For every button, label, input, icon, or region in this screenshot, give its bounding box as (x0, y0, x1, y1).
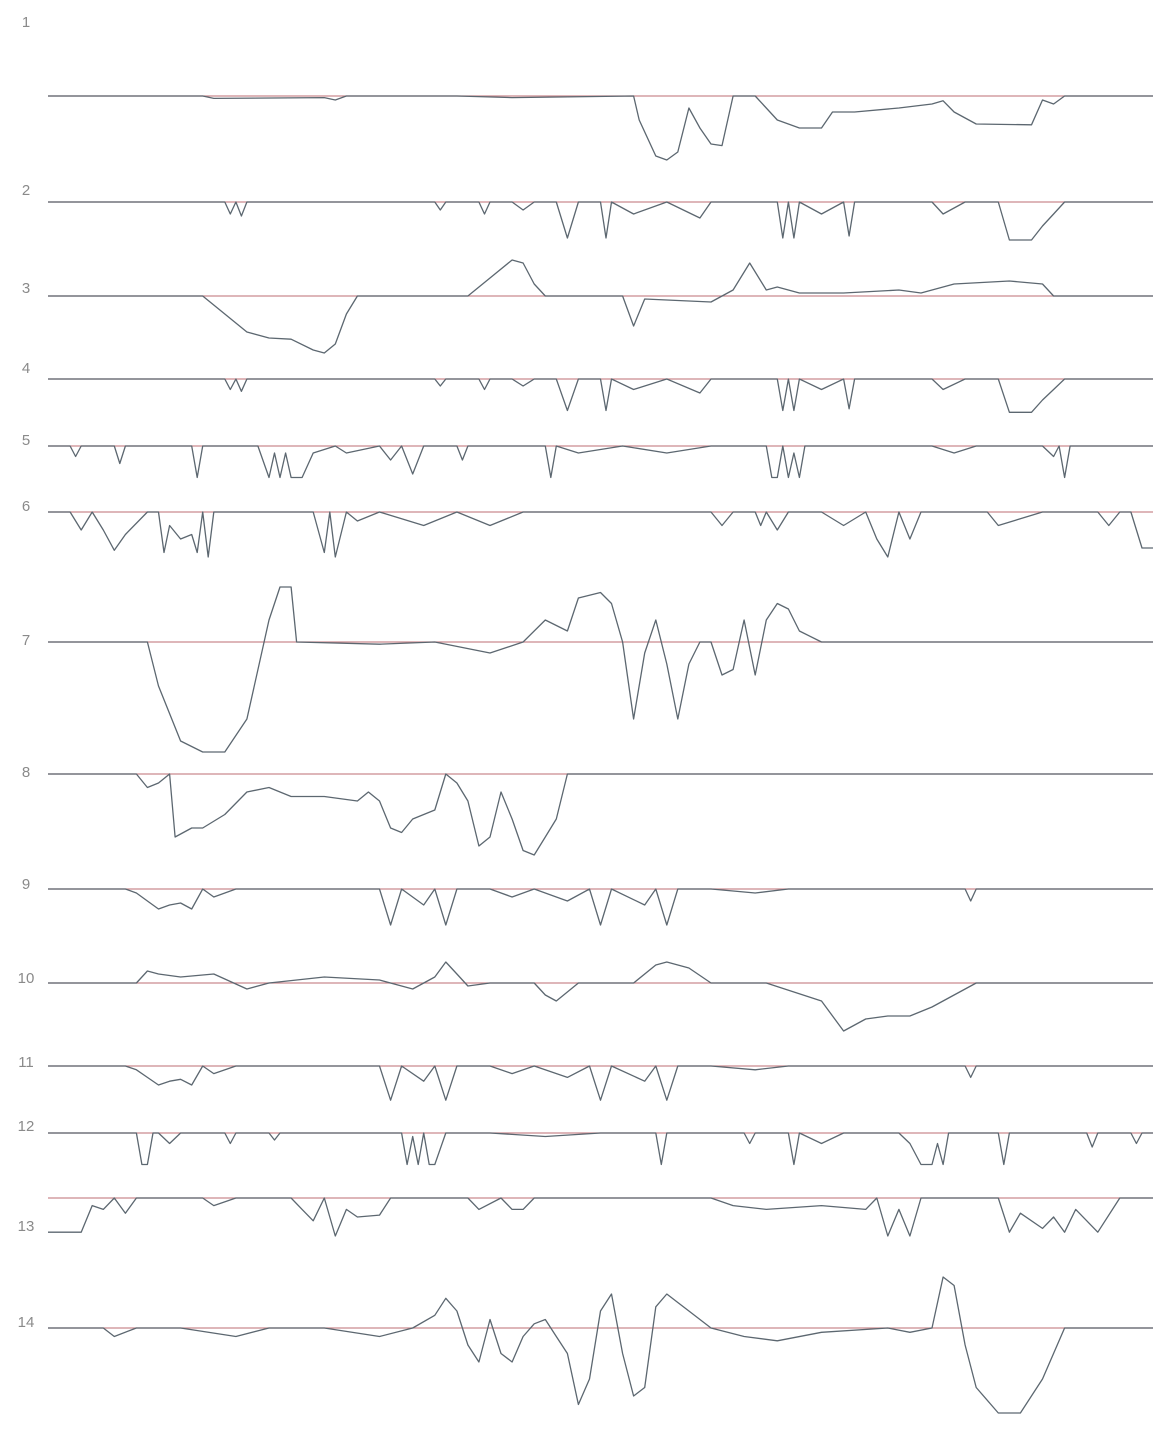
row-label-11: 11 (18, 1054, 34, 1071)
trace-line-13 (48, 1197, 1153, 1237)
trace-line-3 (48, 259, 1153, 354)
trace-line-8 (48, 773, 1153, 856)
row-label-10: 10 (18, 970, 35, 987)
trace-line-7 (48, 586, 1153, 753)
row-label-13: 13 (18, 1218, 35, 1235)
trace-line-1 (48, 95, 1153, 161)
row-label-5: 5 (22, 432, 30, 449)
trace-line-11 (48, 1065, 1153, 1101)
row-label-4: 4 (22, 360, 30, 377)
row-label-8: 8 (22, 764, 30, 781)
row-label-9: 9 (22, 876, 30, 893)
trace-line-10 (48, 961, 1153, 1032)
trace-line-9 (48, 888, 1153, 926)
row-label-3: 3 (22, 280, 30, 297)
trace-line-4 (48, 378, 1153, 413)
row-label-7: 7 (22, 632, 30, 649)
row-label-6: 6 (22, 498, 30, 515)
trace-line-2 (48, 201, 1153, 241)
trace-line-6 (48, 511, 1153, 558)
row-label-14: 14 (18, 1314, 35, 1331)
row-label-12: 12 (18, 1118, 35, 1135)
row-label-1: 1 (22, 14, 30, 31)
trace-line-12 (48, 1132, 1153, 1166)
trace-line-14 (48, 1276, 1153, 1414)
trace-line-5 (48, 445, 1153, 479)
row-label-2: 2 (22, 182, 30, 199)
